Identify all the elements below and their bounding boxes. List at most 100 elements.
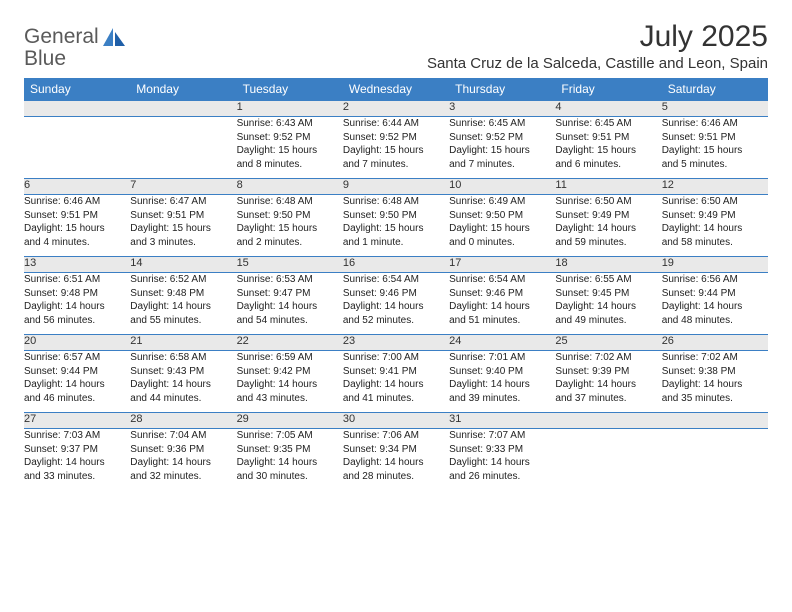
day-number-cell: 28	[130, 413, 236, 429]
daylight-line2: and 26 minutes.	[449, 470, 555, 484]
sunset-text: Sunset: 9:52 PM	[237, 131, 343, 145]
day-number-cell: 16	[343, 257, 449, 273]
day-number-cell: 2	[343, 101, 449, 117]
daylight-line2: and 52 minutes.	[343, 314, 449, 328]
day-content-cell: Sunrise: 6:55 AMSunset: 9:45 PMDaylight:…	[555, 273, 661, 335]
day-content-cell: Sunrise: 6:56 AMSunset: 9:44 PMDaylight:…	[662, 273, 768, 335]
sunset-text: Sunset: 9:35 PM	[237, 443, 343, 457]
sunrise-text: Sunrise: 7:01 AM	[449, 351, 555, 365]
month-title: July 2025	[427, 20, 768, 53]
day-number: 13	[24, 257, 36, 269]
sunset-text: Sunset: 9:49 PM	[555, 209, 661, 223]
day-number: 18	[555, 257, 567, 269]
day-number-cell: 21	[130, 335, 236, 351]
daylight-line1: Daylight: 15 hours	[343, 222, 449, 236]
day-number-cell: 27	[24, 413, 130, 429]
daylight-line1: Daylight: 15 hours	[449, 144, 555, 158]
day-content-cell: Sunrise: 6:54 AMSunset: 9:46 PMDaylight:…	[449, 273, 555, 335]
day-content-cell: Sunrise: 6:50 AMSunset: 9:49 PMDaylight:…	[555, 195, 661, 257]
daylight-line2: and 6 minutes.	[555, 158, 661, 172]
day-number-cell: 23	[343, 335, 449, 351]
daylight-line1: Daylight: 14 hours	[555, 378, 661, 392]
day-content-cell: Sunrise: 6:49 AMSunset: 9:50 PMDaylight:…	[449, 195, 555, 257]
day-number: 29	[237, 413, 249, 425]
day-number-cell: 25	[555, 335, 661, 351]
sunrise-text: Sunrise: 7:00 AM	[343, 351, 449, 365]
day-number-cell: 7	[130, 179, 236, 195]
daylight-line2: and 0 minutes.	[449, 236, 555, 250]
day-number: 26	[662, 335, 674, 347]
day-number-cell: 10	[449, 179, 555, 195]
weekday-header: Friday	[555, 78, 661, 101]
day-content-cell: Sunrise: 6:58 AMSunset: 9:43 PMDaylight:…	[130, 351, 236, 413]
sunrise-text: Sunrise: 6:50 AM	[662, 195, 768, 209]
daylight-line2: and 8 minutes.	[237, 158, 343, 172]
day-content-cell: Sunrise: 6:44 AMSunset: 9:52 PMDaylight:…	[343, 117, 449, 179]
day-number-row: 12345	[24, 101, 768, 117]
calendar-page: General Blue July 2025 Santa Cruz de la …	[0, 0, 792, 511]
daylight-line1: Daylight: 14 hours	[24, 378, 130, 392]
day-content-cell: Sunrise: 6:45 AMSunset: 9:51 PMDaylight:…	[555, 117, 661, 179]
daylight-line1: Daylight: 15 hours	[130, 222, 236, 236]
daylight-line2: and 48 minutes.	[662, 314, 768, 328]
day-content-cell	[555, 429, 661, 491]
day-content-cell: Sunrise: 6:46 AMSunset: 9:51 PMDaylight:…	[24, 195, 130, 257]
daylight-line1: Daylight: 14 hours	[237, 300, 343, 314]
sunset-text: Sunset: 9:40 PM	[449, 365, 555, 379]
day-number: 15	[237, 257, 249, 269]
sunset-text: Sunset: 9:52 PM	[343, 131, 449, 145]
daylight-line1: Daylight: 14 hours	[237, 456, 343, 470]
day-content-cell: Sunrise: 7:05 AMSunset: 9:35 PMDaylight:…	[237, 429, 343, 491]
daylight-line2: and 3 minutes.	[130, 236, 236, 250]
sunset-text: Sunset: 9:52 PM	[449, 131, 555, 145]
day-content-row: Sunrise: 6:43 AMSunset: 9:52 PMDaylight:…	[24, 117, 768, 179]
day-content-cell: Sunrise: 7:06 AMSunset: 9:34 PMDaylight:…	[343, 429, 449, 491]
daylight-line1: Daylight: 15 hours	[555, 144, 661, 158]
sunset-text: Sunset: 9:41 PM	[343, 365, 449, 379]
sunset-text: Sunset: 9:44 PM	[24, 365, 130, 379]
daylight-line1: Daylight: 14 hours	[343, 378, 449, 392]
day-number-row: 6789101112	[24, 179, 768, 195]
sunset-text: Sunset: 9:50 PM	[237, 209, 343, 223]
daylight-line1: Daylight: 14 hours	[555, 300, 661, 314]
daylight-line2: and 54 minutes.	[237, 314, 343, 328]
sunset-text: Sunset: 9:44 PM	[662, 287, 768, 301]
sunset-text: Sunset: 9:45 PM	[555, 287, 661, 301]
sunrise-text: Sunrise: 6:49 AM	[449, 195, 555, 209]
daylight-line2: and 2 minutes.	[237, 236, 343, 250]
day-number: 12	[662, 179, 674, 191]
daylight-line1: Daylight: 15 hours	[662, 144, 768, 158]
day-number-cell: 26	[662, 335, 768, 351]
daylight-line1: Daylight: 14 hours	[130, 456, 236, 470]
daylight-line1: Daylight: 15 hours	[449, 222, 555, 236]
weekday-header: Tuesday	[237, 78, 343, 101]
daylight-line2: and 51 minutes.	[449, 314, 555, 328]
sunset-text: Sunset: 9:51 PM	[555, 131, 661, 145]
location-subtitle: Santa Cruz de la Salceda, Castille and L…	[427, 55, 768, 72]
day-number: 9	[343, 179, 349, 191]
day-number-cell: 22	[237, 335, 343, 351]
daylight-line1: Daylight: 14 hours	[130, 378, 236, 392]
daylight-line2: and 44 minutes.	[130, 392, 236, 406]
day-number-cell	[555, 413, 661, 429]
day-number: 28	[130, 413, 142, 425]
day-number-cell: 31	[449, 413, 555, 429]
day-number-row: 2728293031	[24, 413, 768, 429]
sunset-text: Sunset: 9:42 PM	[237, 365, 343, 379]
day-number: 6	[24, 179, 30, 191]
day-number-cell: 1	[237, 101, 343, 117]
day-content-row: Sunrise: 7:03 AMSunset: 9:37 PMDaylight:…	[24, 429, 768, 491]
day-number: 22	[237, 335, 249, 347]
day-number: 14	[130, 257, 142, 269]
day-content-row: Sunrise: 6:57 AMSunset: 9:44 PMDaylight:…	[24, 351, 768, 413]
day-number-cell: 24	[449, 335, 555, 351]
day-number: 24	[449, 335, 461, 347]
day-content-cell: Sunrise: 6:47 AMSunset: 9:51 PMDaylight:…	[130, 195, 236, 257]
sunrise-text: Sunrise: 6:47 AM	[130, 195, 236, 209]
day-number-cell: 18	[555, 257, 661, 273]
day-content-cell: Sunrise: 6:46 AMSunset: 9:51 PMDaylight:…	[662, 117, 768, 179]
daylight-line1: Daylight: 14 hours	[24, 456, 130, 470]
daylight-line2: and 49 minutes.	[555, 314, 661, 328]
daylight-line2: and 4 minutes.	[24, 236, 130, 250]
sunset-text: Sunset: 9:48 PM	[130, 287, 236, 301]
